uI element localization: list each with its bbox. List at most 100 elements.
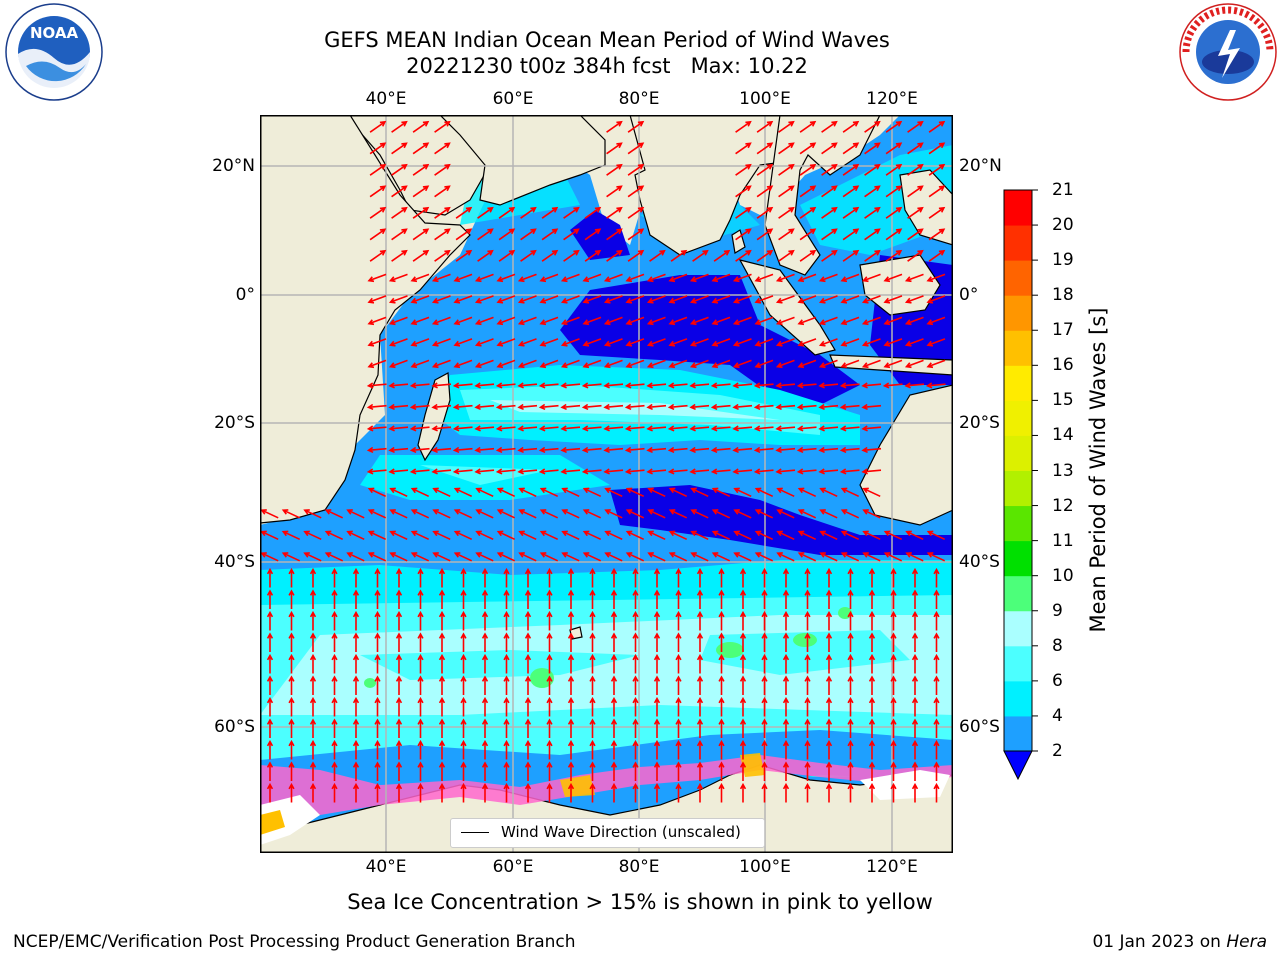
wind-arrow xyxy=(524,589,532,609)
wind-arrow xyxy=(926,316,946,326)
wind-arrow xyxy=(455,249,473,262)
wind-arrow xyxy=(412,163,430,176)
wind-arrow xyxy=(584,228,602,241)
wind-arrow xyxy=(933,761,940,781)
wind-arrow xyxy=(331,761,338,781)
wind-arrow xyxy=(346,530,365,541)
wind-arrow xyxy=(821,120,838,133)
wind-arrow xyxy=(890,567,897,588)
wind-arrow xyxy=(539,273,559,283)
wind-arrow xyxy=(632,632,639,652)
wind-arrow xyxy=(374,610,381,631)
wind-arrow xyxy=(496,295,516,304)
wind-arrow xyxy=(431,468,452,475)
wind-arrow xyxy=(561,530,580,541)
wind-arrow xyxy=(567,610,575,631)
wind-arrow xyxy=(260,509,279,519)
wind-arrow xyxy=(581,425,602,432)
wind-arrow xyxy=(539,530,559,541)
wind-arrow xyxy=(904,382,925,389)
wind-arrow xyxy=(539,295,559,304)
wind-arrow xyxy=(710,446,731,454)
wind-arrow xyxy=(434,120,451,133)
wind-arrow xyxy=(331,653,338,674)
wind-arrow xyxy=(847,653,854,674)
wind-arrow xyxy=(675,696,682,717)
wind-arrow xyxy=(460,718,467,738)
wind-arrow xyxy=(410,295,430,304)
wind-arrow xyxy=(756,142,774,155)
wind-arrow xyxy=(517,403,538,411)
wind-arrow xyxy=(366,446,387,454)
colorbar-segment xyxy=(1004,190,1032,226)
wind-arrow xyxy=(388,273,408,283)
wind-arrow xyxy=(603,359,623,369)
wind-arrow xyxy=(367,487,387,498)
wind-arrow xyxy=(804,610,811,631)
wind-arrow xyxy=(434,206,451,219)
wind-arrow xyxy=(541,249,559,262)
wind-arrow xyxy=(625,509,645,519)
wind-arrow xyxy=(733,509,752,519)
wind-arrow xyxy=(861,338,881,347)
wind-arrow xyxy=(395,739,403,760)
wind-arrow xyxy=(546,632,553,652)
wind-arrow xyxy=(926,552,946,562)
wind-arrow xyxy=(352,739,360,760)
wind-arrow xyxy=(825,675,833,695)
wind-arrow xyxy=(460,632,467,652)
wind-arrow xyxy=(503,696,510,717)
wind-arrow xyxy=(498,206,516,219)
wind-arrow xyxy=(331,675,338,695)
wind-arrow xyxy=(606,185,623,198)
wind-arrow xyxy=(388,446,409,454)
wind-arrow xyxy=(754,552,774,562)
wind-arrow xyxy=(438,761,446,781)
wind-arrow xyxy=(718,567,725,588)
wind-arrow xyxy=(331,567,338,588)
colorbar-segment xyxy=(1004,295,1032,331)
wind-arrow xyxy=(711,487,731,498)
wind-arrow xyxy=(560,446,581,454)
wind-arrow xyxy=(389,530,408,541)
wind-arrow xyxy=(825,632,833,652)
wind-arrow xyxy=(818,425,839,432)
wind-arrow xyxy=(367,316,387,326)
wind-arrow xyxy=(266,696,274,717)
wind-arrow xyxy=(438,675,446,695)
wind-arrow xyxy=(266,739,274,760)
wind-arrow xyxy=(481,567,489,588)
wind-arrow xyxy=(309,632,317,652)
wind-arrow xyxy=(606,163,623,176)
wind-arrow xyxy=(890,739,897,760)
wind-arrow xyxy=(582,509,602,519)
wind-arrow xyxy=(842,228,860,241)
wind-arrow xyxy=(761,632,768,652)
wind-arrow xyxy=(825,782,833,803)
lon-label-top: 80°E xyxy=(618,89,660,109)
wind-arrow xyxy=(625,552,645,562)
colorbar-tick-label: 8 xyxy=(1052,635,1063,656)
wind-wave-arrows xyxy=(260,120,946,803)
wind-arrow xyxy=(438,696,446,717)
wind-arrow xyxy=(885,228,903,241)
wind-arrow xyxy=(885,120,903,133)
wind-arrow xyxy=(756,185,774,198)
wind-arrow xyxy=(933,567,940,588)
wind-arrow xyxy=(739,567,747,588)
colorbar-tick-label: 14 xyxy=(1052,425,1074,446)
wind-arrow xyxy=(782,718,790,738)
wind-arrow xyxy=(753,446,774,454)
wind-arrow xyxy=(474,382,495,389)
host-name: Hera xyxy=(1226,932,1267,952)
wind-arrow xyxy=(309,761,317,781)
wind-arrow xyxy=(689,359,709,369)
wind-arrow xyxy=(819,509,838,519)
wind-arrow xyxy=(911,675,919,695)
wind-arrow xyxy=(926,295,946,304)
wind-arrow xyxy=(911,632,919,652)
wind-arrow xyxy=(754,530,774,541)
lat-label-left: 20°N xyxy=(212,156,255,176)
wind-arrow xyxy=(460,610,467,631)
wind-arrow xyxy=(754,487,774,498)
